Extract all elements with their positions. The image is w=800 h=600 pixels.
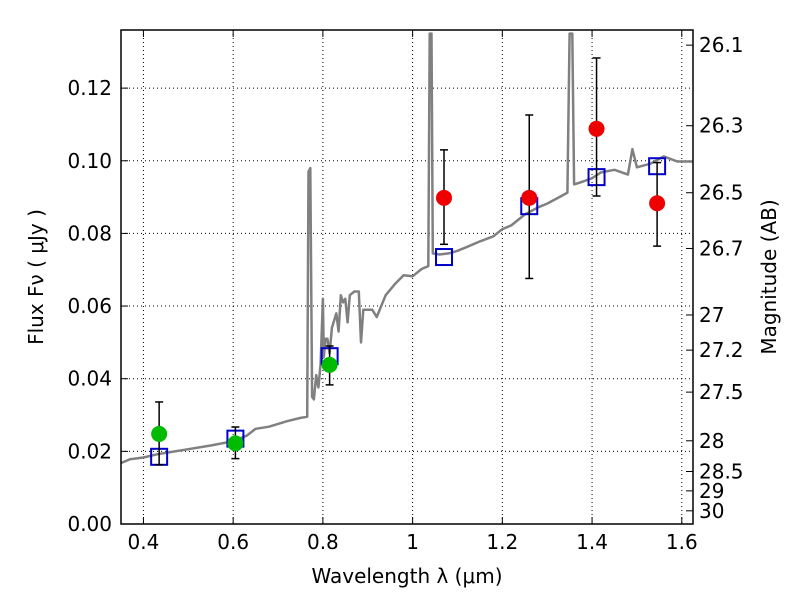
y-tick-label: 0.10 — [67, 149, 112, 173]
y-axis-label: Flux Fν ( μJy ) — [24, 209, 48, 345]
y2-axis-label: Magnitude (AB) — [757, 199, 781, 354]
square-marker — [435, 248, 454, 267]
ticks: 0.4 0.6 0.8 1 1.2 1.4 1.6 0.00 0.02 0.04 0.06 0.08 0… — [67, 30, 744, 554]
y-tick-label: 0.06 — [67, 294, 112, 318]
axes — [120, 29, 694, 525]
circle-marker — [436, 189, 453, 206]
x-tick-label: 1.2 — [486, 530, 518, 554]
model-spectrum — [120, 32, 693, 465]
x-tick-label: 1.4 — [576, 530, 608, 554]
circle-marker — [649, 195, 666, 212]
y2-tick-label: 26.7 — [699, 236, 744, 260]
y2-tick-label: 28.5 — [699, 459, 744, 483]
y2-tick-label: 27 — [699, 303, 724, 327]
y2-tick-label: 26.5 — [699, 181, 744, 205]
circle-marker — [321, 356, 338, 373]
y-tick-label: 0.12 — [67, 76, 112, 100]
x-tick-label: 0.6 — [217, 530, 249, 554]
x-tick-label: 0.8 — [307, 530, 339, 554]
x-axis-label: Wavelength λ (μm) — [311, 564, 502, 588]
x-tick-label: 1.6 — [666, 530, 698, 554]
x-tick-label: 1 — [406, 530, 419, 554]
plot-frame — [120, 29, 694, 525]
y-tick-label: 0.08 — [67, 221, 112, 245]
y-tick-label: 0.04 — [67, 367, 112, 391]
data-markers — [150, 57, 667, 466]
y2-tick-label: 28 — [699, 429, 724, 453]
grid — [121, 30, 693, 524]
y2-tick-label: 26.1 — [699, 33, 744, 57]
circle-marker — [151, 425, 168, 442]
y2-tick-label: 29 — [699, 479, 724, 503]
circle-marker — [227, 435, 244, 452]
circle-marker — [588, 120, 605, 137]
circle-marker — [521, 189, 538, 206]
spectrum-line — [120, 32, 693, 465]
y2-tick-label: 26.3 — [699, 114, 744, 138]
y2-tick-label: 27.2 — [699, 338, 744, 362]
y-tick-label: 0.02 — [67, 439, 112, 463]
y-tick-label: 0.00 — [67, 512, 112, 536]
y2-tick-label: 30 — [699, 499, 724, 523]
y2-tick-label: 27.5 — [699, 380, 744, 404]
x-tick-label: 0.4 — [128, 530, 160, 554]
